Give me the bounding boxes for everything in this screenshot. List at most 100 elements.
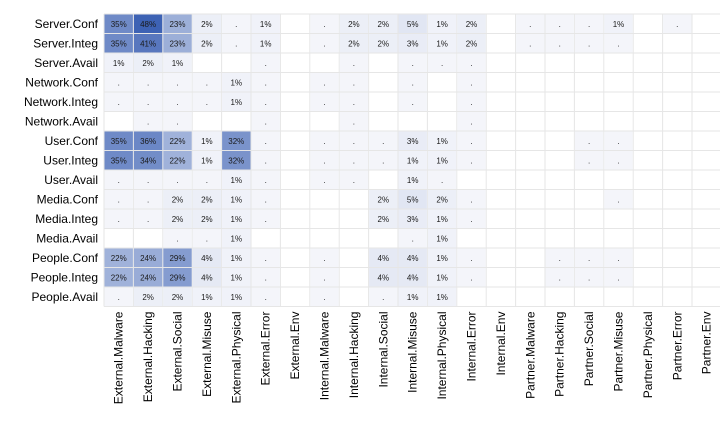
heatmap-cell: [251, 268, 280, 287]
heatmap-cell: [163, 151, 192, 170]
heatmap-cell: [663, 14, 692, 33]
cell-value-label: 35%: [111, 20, 127, 29]
heatmap-cell: [457, 268, 486, 287]
cell-value-label: 2%: [172, 293, 184, 302]
cell-value-label: .: [470, 215, 472, 224]
row-label: Media.Conf: [37, 192, 99, 206]
cell-value-label: 1%: [172, 59, 184, 68]
heatmap-cell: [133, 170, 163, 189]
heatmap-cell: [251, 209, 280, 228]
cell-value-label: 2%: [348, 20, 360, 29]
cell-value-label: .: [588, 273, 590, 282]
cell-value-label: 32%: [228, 156, 244, 165]
cell-value-label: .: [382, 156, 384, 165]
cell-value-label: 35%: [111, 137, 127, 146]
cell-value-label: 41%: [140, 39, 156, 48]
cell-value-label: .: [147, 215, 149, 224]
heatmap-cell: [104, 209, 133, 228]
heatmap-cell: [133, 287, 163, 306]
heatmap-cell: [398, 14, 427, 33]
heatmap-cell: [457, 248, 486, 267]
cell-value-label: 4%: [201, 273, 213, 282]
heatmap-cell: [339, 73, 369, 92]
cell-value-label: .: [147, 98, 149, 107]
cell-value-label: 24%: [140, 254, 156, 263]
heatmap-cell: [574, 248, 604, 267]
heatmap-cell: [310, 248, 339, 267]
heatmap-cell: [545, 248, 574, 267]
heatmap-cell: [310, 287, 339, 306]
cell-value-label: .: [470, 59, 472, 68]
heatmap-cell: [163, 268, 192, 287]
heatmap-cell: [427, 53, 457, 72]
column-label: External.Hacking: [141, 312, 155, 403]
heatmap-cell: [163, 53, 192, 72]
cell-value-label: .: [470, 156, 472, 165]
cell-value-label: .: [323, 78, 325, 87]
heatmap-cell: [427, 170, 457, 189]
cell-value-label: .: [559, 39, 561, 48]
cell-value-label: .: [265, 273, 267, 282]
heatmap-cell: [222, 248, 251, 267]
heatmap-cell: [398, 209, 427, 228]
cell-value-label: .: [265, 59, 267, 68]
heatmap-cell: [222, 287, 251, 306]
cell-value-label: 2%: [201, 195, 213, 204]
row-label: User.Avail: [44, 173, 98, 187]
heatmap-cell: [251, 92, 280, 111]
cell-value-label: 4%: [378, 273, 390, 282]
cell-value-label: .: [206, 98, 208, 107]
heatmap-cell: [398, 170, 427, 189]
heatmap-cell: [457, 92, 486, 111]
heatmap-cell: [192, 131, 222, 150]
cell-value-label: .: [470, 117, 472, 126]
cell-value-label: .: [617, 273, 619, 282]
cell-value-label: .: [441, 176, 443, 185]
heatmap-cell: [604, 248, 633, 267]
cell-value-label: 22%: [111, 254, 127, 263]
cell-value-label: 1%: [231, 234, 243, 243]
heatmap-cell: [163, 73, 192, 92]
heatmap-cell: [427, 229, 457, 248]
row-label: Server.Conf: [35, 17, 99, 31]
heatmap-cell: [516, 34, 545, 53]
column-label: Internal.Hacking: [347, 312, 361, 399]
heatmap-cell: [457, 151, 486, 170]
column-label: External.Misuse: [200, 311, 214, 397]
heatmap-cell: [339, 34, 369, 53]
heatmap-cell: [192, 209, 222, 228]
heatmap-cell: [104, 268, 133, 287]
cell-value-label: .: [323, 39, 325, 48]
heatmap-cell: [222, 151, 251, 170]
heatmap-cell: [398, 53, 427, 72]
column-label: External.Env: [288, 312, 302, 380]
cell-value-label: .: [353, 156, 355, 165]
cell-value-label: 22%: [169, 137, 185, 146]
heatmap-cell: [222, 209, 251, 228]
heatmap-cell: [574, 151, 604, 170]
cell-value-label: .: [323, 20, 325, 29]
cell-value-label: .: [265, 78, 267, 87]
heatmap-cell: [192, 248, 222, 267]
cell-value-label: 5%: [407, 195, 419, 204]
cell-value-label: 1%: [436, 215, 448, 224]
column-label: Internal.Misuse: [406, 311, 420, 393]
heatmap-cell: [310, 73, 339, 92]
cell-value-label: .: [265, 156, 267, 165]
cell-value-label: 1%: [436, 137, 448, 146]
cell-value-label: .: [176, 117, 178, 126]
heatmap-grid: [103, 13, 720, 307]
cell-value-label: 1%: [201, 293, 213, 302]
cell-value-label: 2%: [142, 293, 154, 302]
heatmap-cell: [604, 34, 633, 53]
heatmap-cell: [133, 14, 163, 33]
cell-value-label: .: [323, 273, 325, 282]
cell-value-label: 1%: [231, 215, 243, 224]
cell-value-label: .: [353, 78, 355, 87]
heatmap-cell: [545, 34, 574, 53]
cell-value-label: .: [118, 176, 120, 185]
row-label: People.Avail: [32, 290, 99, 304]
column-label: Partner.Malware: [523, 311, 537, 399]
cell-value-label: 23%: [169, 39, 185, 48]
heatmap-cell: [457, 53, 486, 72]
